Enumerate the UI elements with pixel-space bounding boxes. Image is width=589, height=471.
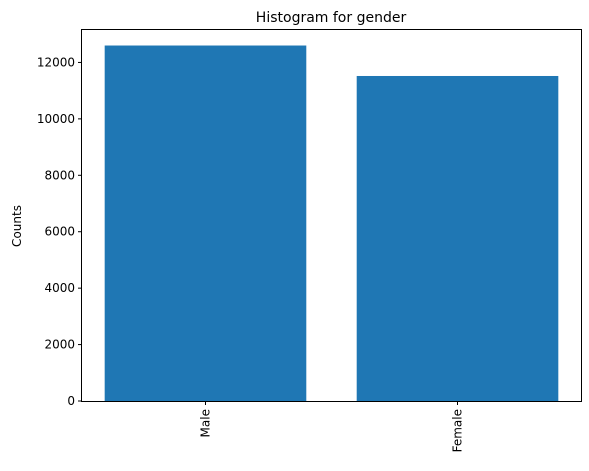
x-tick-label: Male [198,409,212,437]
y-tick-label: 0 [67,394,75,408]
y-ticks-group: 0 2000 4000 6000 8000 10000 12000 [37,55,82,408]
y-tick-label: 12000 [37,55,75,69]
bars-group [105,46,559,401]
x-tick-label: Female [451,409,465,452]
y-tick-label: 4000 [44,281,75,295]
bar-female [357,76,559,401]
y-tick-label: 8000 [44,168,75,182]
chart-title: Histogram for gender [256,10,407,26]
y-tick-label: 10000 [37,112,75,126]
x-ticks-group: Male Female [198,401,464,452]
y-tick-label: 2000 [44,338,75,352]
y-tick-label: 6000 [44,225,75,239]
bar-male [105,46,307,401]
y-axis-label: Counts [10,205,24,247]
